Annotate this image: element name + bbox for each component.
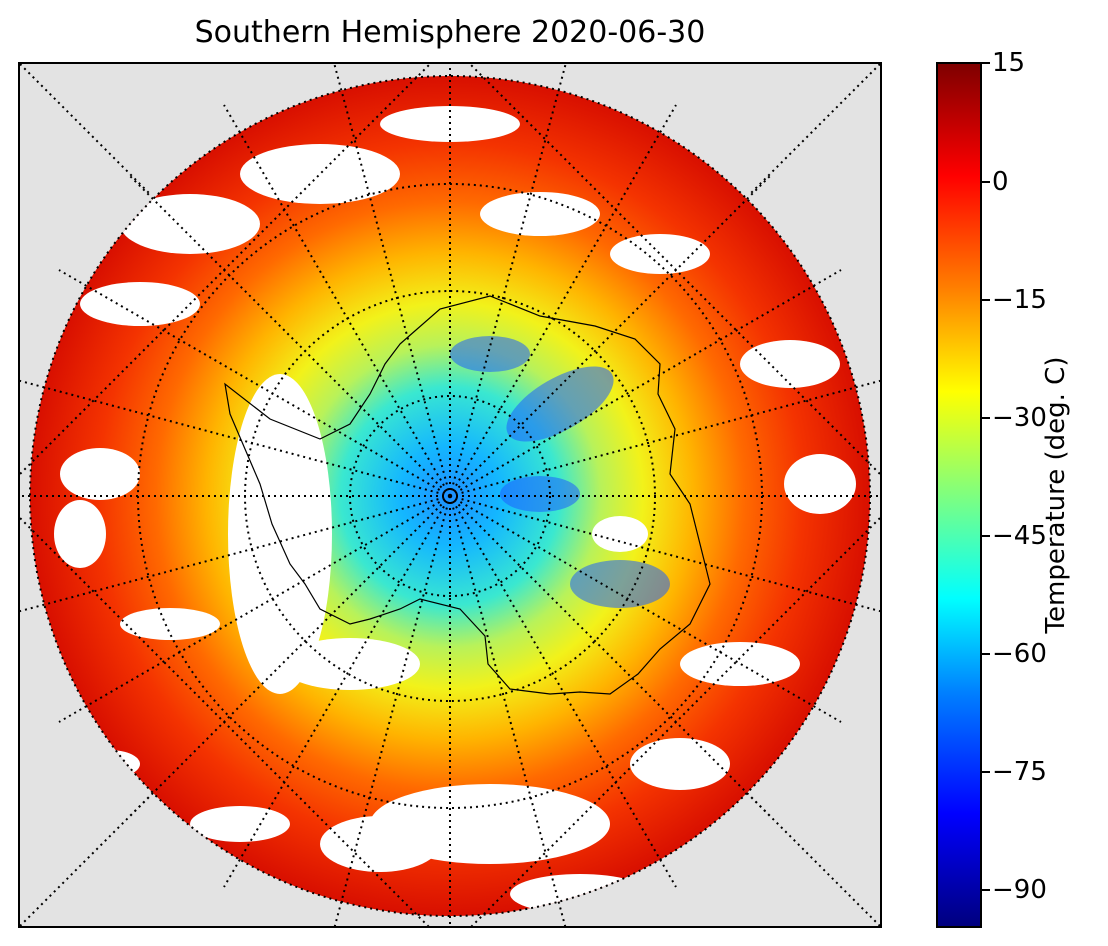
colorbar-tick-label: 15: [992, 48, 1026, 78]
colorbar-tick-label: 0: [992, 167, 1009, 197]
colorbar-tick: [982, 299, 990, 301]
graticule: [20, 64, 880, 926]
colorbar-tick: [982, 889, 990, 891]
colorbar-tick-label: −90: [992, 875, 1047, 905]
colorbar-tick: [982, 535, 990, 537]
colorbar: [936, 62, 982, 928]
colorbar-tick-label: −30: [992, 403, 1047, 433]
colorbar-tick-label: −75: [992, 757, 1047, 787]
cold-core: [450, 336, 670, 608]
map-frame: [18, 62, 882, 928]
colorbar-tick: [982, 181, 990, 183]
colorbar-tick: [982, 417, 990, 419]
colorbar-tick: [982, 653, 990, 655]
colorbar-tick-label: −15: [992, 285, 1047, 315]
polar-map: [20, 64, 880, 926]
colorbar-label: Temperature (deg. C): [1041, 356, 1071, 634]
colorbar-tick-label: −60: [992, 639, 1047, 669]
colorbar-tick: [982, 771, 990, 773]
colorbar-tick-label: −45: [992, 521, 1047, 551]
map-title: Southern Hemisphere 2020-06-30: [194, 15, 706, 50]
antarctica-coastline: [224, 295, 711, 695]
colorbar-tick: [982, 62, 990, 64]
